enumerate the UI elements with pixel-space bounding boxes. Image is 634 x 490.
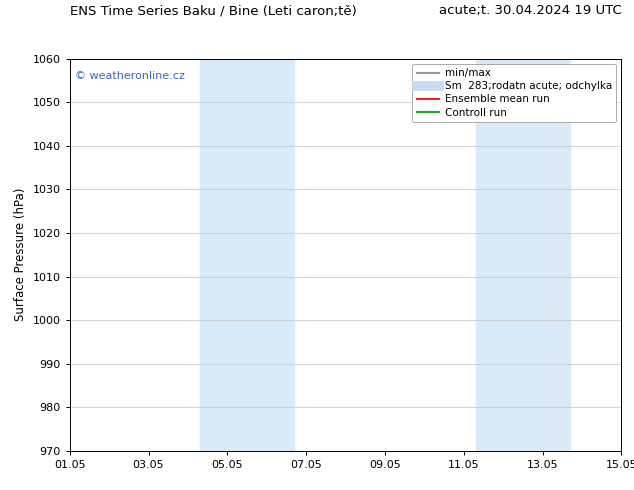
Bar: [200, 59, 294, 451]
Bar: [476, 59, 570, 451]
Text: © weatheronline.cz: © weatheronline.cz: [75, 71, 185, 80]
Legend: min/max, Sm  283;rodatn acute; odchylka, Ensemble mean run, Controll run: min/max, Sm 283;rodatn acute; odchylka, …: [412, 64, 616, 122]
Text: acute;t. 30.04.2024 19 UTC: acute;t. 30.04.2024 19 UTC: [439, 4, 621, 17]
Text: ENS Time Series Baku / Bine (Leti caron;tě): ENS Time Series Baku / Bine (Leti caron;…: [70, 4, 356, 17]
Y-axis label: Surface Pressure (hPa): Surface Pressure (hPa): [14, 188, 27, 321]
